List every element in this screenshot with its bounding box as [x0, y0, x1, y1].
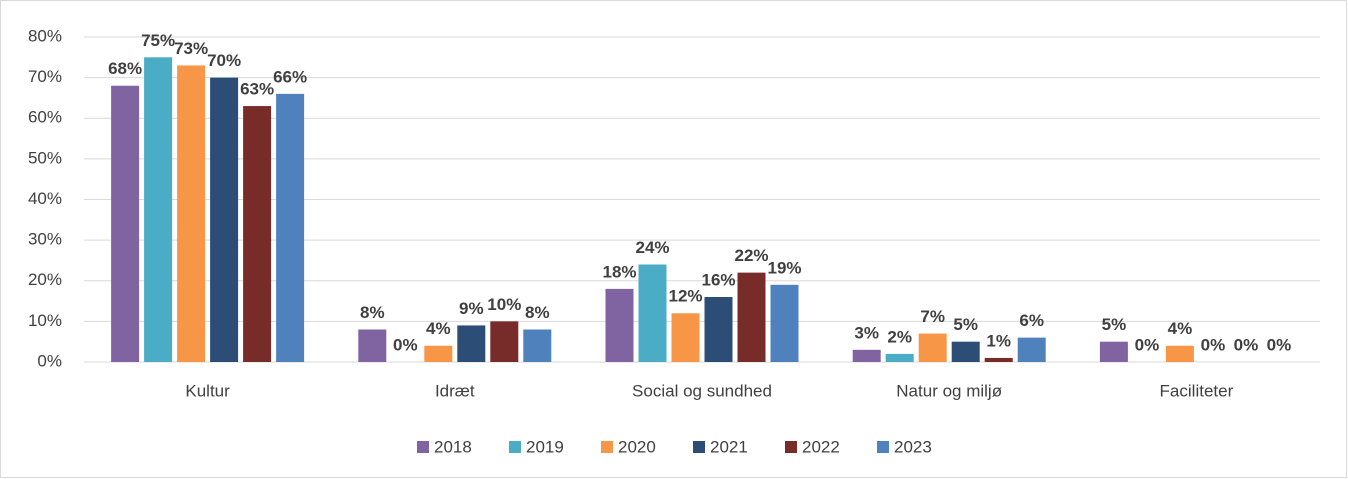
- bar: [885, 353, 914, 362]
- bar: [243, 106, 272, 362]
- legend-label: 2022: [802, 437, 840, 456]
- bar: [276, 93, 305, 362]
- bar: [852, 349, 881, 362]
- bar: [358, 329, 387, 362]
- data-label: 18%: [602, 262, 636, 281]
- data-label: 66%: [273, 67, 307, 86]
- data-label: 0%: [1135, 335, 1160, 354]
- bar: [490, 321, 519, 362]
- data-label: 63%: [240, 80, 274, 99]
- data-label: 10%: [487, 295, 521, 314]
- data-label: 0%: [1267, 335, 1292, 354]
- bar: [424, 345, 453, 362]
- legend-label: 2019: [526, 437, 564, 456]
- data-label: 2%: [887, 327, 912, 346]
- data-label: 16%: [701, 270, 735, 289]
- bar: [951, 341, 980, 362]
- y-tick-label: 70%: [28, 67, 62, 86]
- bar: [1165, 345, 1194, 362]
- y-tick-label: 10%: [28, 311, 62, 330]
- y-tick-label: 50%: [28, 148, 62, 167]
- data-label: 8%: [360, 303, 385, 322]
- legend-label: 2020: [618, 437, 656, 456]
- y-tick-label: 40%: [28, 189, 62, 208]
- legend-swatch: [877, 441, 889, 453]
- data-label: 5%: [1102, 315, 1127, 334]
- bar: [111, 85, 140, 362]
- x-tick-label: Social og sundhed: [632, 381, 772, 400]
- legend-swatch: [417, 441, 429, 453]
- bar: [638, 264, 667, 362]
- data-label: 3%: [854, 323, 879, 342]
- x-tick-label: Faciliteter: [1160, 381, 1234, 400]
- bar: [737, 272, 766, 362]
- bar: [704, 297, 733, 362]
- bar: [144, 57, 173, 362]
- legend-label: 2018: [434, 437, 472, 456]
- data-label: 70%: [207, 51, 241, 70]
- data-label: 5%: [953, 315, 978, 334]
- bar: [523, 329, 552, 362]
- bar: [984, 357, 1013, 362]
- data-label: 6%: [1019, 311, 1044, 330]
- data-label: 4%: [1168, 319, 1193, 338]
- x-tick-label: Natur og miljø: [896, 381, 1002, 400]
- data-label: 22%: [734, 246, 768, 265]
- data-label: 9%: [459, 299, 484, 318]
- legend-swatch: [509, 441, 521, 453]
- data-label: 1%: [986, 331, 1011, 350]
- y-tick-label: 20%: [28, 270, 62, 289]
- data-label: 24%: [635, 238, 669, 257]
- legend-label: 2023: [894, 437, 932, 456]
- data-label: 19%: [767, 258, 801, 277]
- legend-label: 2021: [710, 437, 748, 456]
- data-label: 0%: [393, 335, 418, 354]
- bar: [1017, 337, 1046, 362]
- bar: [605, 288, 634, 362]
- data-label: 68%: [108, 59, 142, 78]
- bar: [210, 77, 239, 362]
- data-label: 8%: [525, 303, 550, 322]
- y-tick-label: 0%: [37, 351, 62, 370]
- bar: [671, 313, 700, 362]
- data-label: 7%: [920, 307, 945, 326]
- data-label: 0%: [1234, 335, 1259, 354]
- bar: [177, 65, 206, 362]
- legend-swatch: [693, 441, 705, 453]
- x-tick-label: Kultur: [185, 381, 230, 400]
- bar: [457, 325, 486, 362]
- data-label: 12%: [668, 287, 702, 306]
- bar: [918, 333, 947, 362]
- bar: [1099, 341, 1128, 362]
- y-tick-label: 30%: [28, 230, 62, 249]
- legend-swatch: [601, 441, 613, 453]
- data-label: 0%: [1201, 335, 1226, 354]
- y-tick-label: 60%: [28, 108, 62, 127]
- data-label: 4%: [426, 319, 451, 338]
- data-label: 75%: [141, 31, 175, 50]
- bar: [770, 284, 799, 362]
- data-label: 73%: [174, 39, 208, 58]
- legend-swatch: [785, 441, 797, 453]
- y-tick-label: 80%: [28, 26, 62, 45]
- x-tick-label: Idræt: [435, 381, 475, 400]
